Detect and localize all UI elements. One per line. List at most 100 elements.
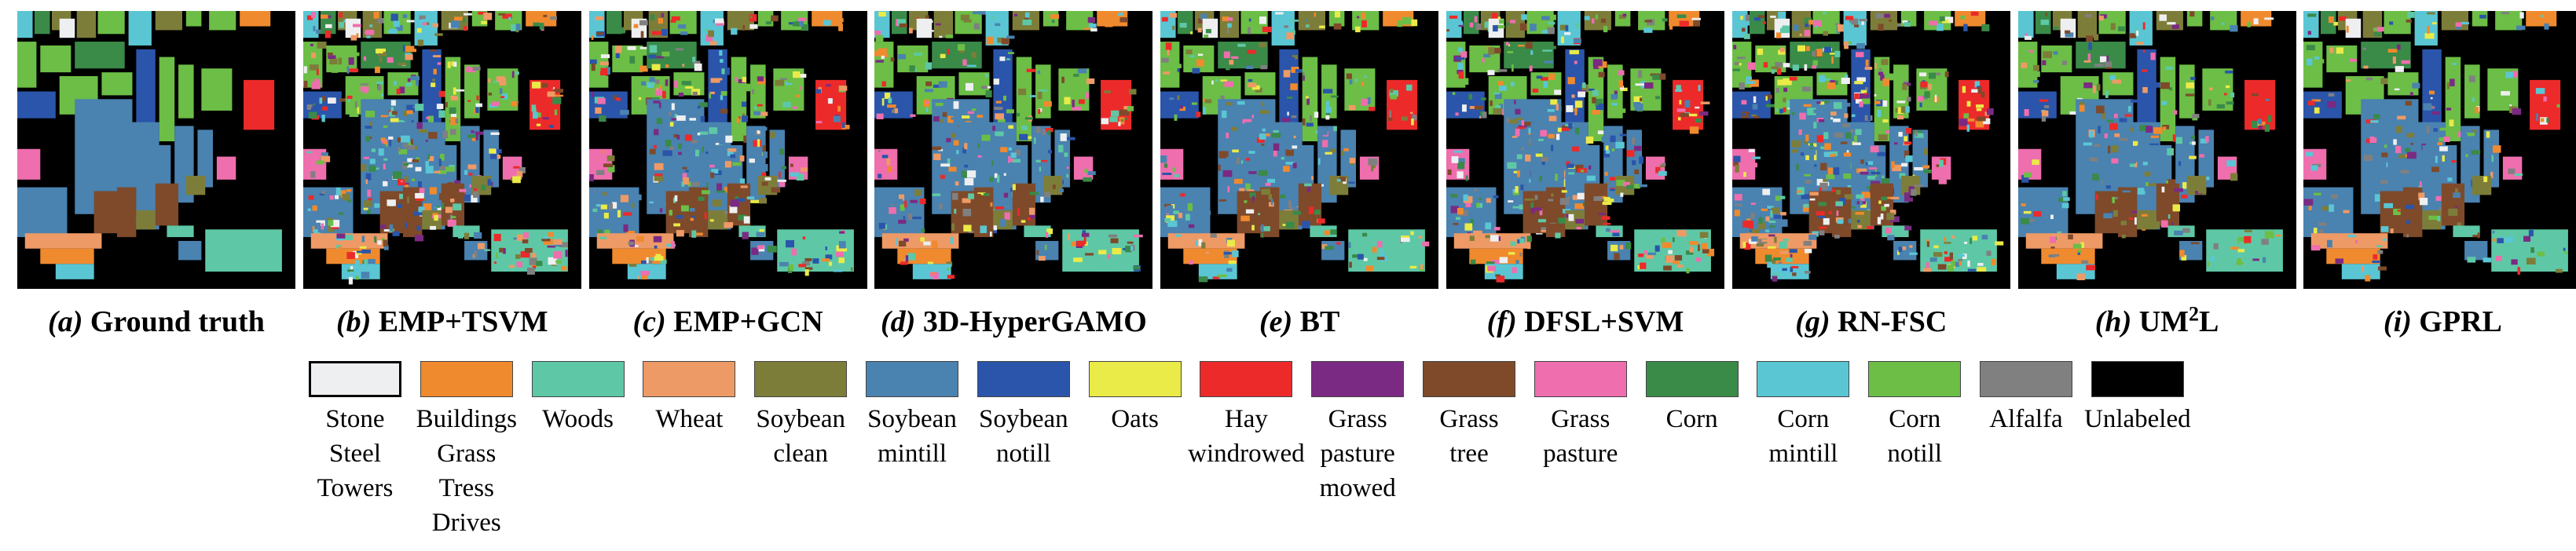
misclassified-pixels bbox=[2188, 155, 2197, 159]
misclassified-pixels bbox=[1457, 47, 1463, 53]
misclassified-pixels bbox=[407, 196, 409, 204]
misclassified-pixels bbox=[651, 64, 661, 71]
misclassified-pixels bbox=[516, 261, 522, 268]
misclassified-pixels bbox=[757, 139, 760, 148]
misclassified-pixels bbox=[828, 261, 832, 266]
misclassified-pixels bbox=[2563, 247, 2566, 251]
misclassified-pixels bbox=[1799, 33, 1802, 36]
misclassified-pixels bbox=[891, 57, 895, 62]
misclassified-pixels bbox=[1632, 160, 1636, 166]
misclassified-pixels bbox=[1450, 76, 1457, 80]
misclassified-pixels bbox=[348, 276, 353, 285]
misclassified-pixels bbox=[1772, 257, 1781, 261]
misclassified-pixels bbox=[1246, 65, 1254, 69]
misclassified-pixels bbox=[387, 57, 394, 63]
legend-swatch bbox=[1423, 361, 1515, 397]
misclassified-pixels bbox=[380, 115, 388, 118]
misclassified-pixels bbox=[1228, 184, 1238, 187]
misclassified-pixels bbox=[640, 31, 643, 38]
misclassified-pixels bbox=[1792, 64, 1799, 71]
misclassified-pixels bbox=[1361, 82, 1365, 87]
misclassified-pixels bbox=[1676, 230, 1687, 237]
misclassified-pixels bbox=[467, 134, 475, 138]
misclassified-pixels bbox=[2145, 182, 2149, 187]
misclassified-pixels bbox=[837, 105, 841, 112]
misclassified-pixels bbox=[985, 74, 989, 78]
misclassified-pixels bbox=[485, 151, 493, 159]
misclassified-pixels bbox=[2244, 230, 2252, 232]
misclassified-pixels bbox=[328, 219, 334, 226]
misclassified-pixels bbox=[656, 56, 664, 59]
misclassified-pixels bbox=[1689, 126, 1699, 134]
misclassified-pixels bbox=[2251, 93, 2259, 97]
misclassified-pixels bbox=[2032, 80, 2039, 83]
misclassified-pixels bbox=[2021, 174, 2029, 183]
misclassified-pixels bbox=[414, 192, 424, 199]
misclassified-pixels bbox=[753, 106, 757, 110]
misclassified-pixels bbox=[415, 79, 419, 86]
misclassified-pixels bbox=[1078, 68, 1087, 74]
misclassified-pixels bbox=[511, 71, 515, 78]
misclassified-pixels bbox=[2230, 173, 2237, 181]
misclassified-pixels bbox=[956, 150, 962, 155]
misclassified-pixels bbox=[368, 122, 372, 128]
misclassified-pixels bbox=[2435, 155, 2439, 163]
misclassified-pixels bbox=[724, 135, 732, 143]
misclassified-pixels bbox=[306, 104, 313, 110]
misclassified-pixels bbox=[1550, 223, 1559, 229]
misclassified-pixels bbox=[1672, 237, 1675, 243]
misclassified-pixels bbox=[1618, 80, 1624, 88]
misclassified-pixels bbox=[1900, 106, 1906, 113]
misclassified-pixels bbox=[2135, 30, 2138, 36]
misclassified-pixels bbox=[1542, 30, 1548, 34]
misclassified-pixels bbox=[1086, 92, 1090, 99]
misclassified-pixels bbox=[1904, 225, 1912, 231]
misclassified-pixels bbox=[909, 65, 916, 72]
legend-label-line: Grass bbox=[1328, 405, 1387, 433]
misclassified-pixels bbox=[981, 134, 991, 141]
misclassified-pixels bbox=[2172, 110, 2177, 115]
misclassified-pixels bbox=[1462, 104, 1467, 112]
misclassified-pixels bbox=[799, 74, 806, 78]
misclassified-pixels bbox=[555, 260, 562, 264]
misclassified-pixels bbox=[2508, 168, 2516, 174]
misclassified-pixels bbox=[1929, 257, 1937, 262]
misclassified-pixels bbox=[2464, 133, 2468, 139]
misclassified-pixels bbox=[1584, 16, 1590, 20]
misclassified-pixels bbox=[1797, 45, 1805, 52]
misclassified-pixels bbox=[794, 20, 804, 27]
misclassified-pixels bbox=[1555, 232, 1561, 239]
misclassified-pixels bbox=[948, 166, 957, 172]
misclassified-pixels bbox=[1643, 82, 1654, 89]
misclassified-pixels bbox=[1223, 252, 1233, 255]
misclassified-pixels bbox=[1569, 140, 1577, 143]
misclassified-pixels bbox=[648, 82, 655, 85]
misclassified-pixels bbox=[1890, 196, 1900, 199]
misclassified-pixels bbox=[2084, 14, 2092, 18]
misclassified-pixels bbox=[1174, 234, 1182, 237]
misclassified-pixels bbox=[432, 213, 438, 216]
misclassified-pixels bbox=[2308, 206, 2313, 210]
misclassified-pixels bbox=[1275, 12, 1284, 15]
region-wheat bbox=[310, 233, 388, 249]
misclassified-pixels bbox=[2544, 23, 2549, 30]
misclassified-pixels bbox=[350, 265, 354, 272]
misclassified-pixels bbox=[1541, 77, 1548, 81]
misclassified-pixels bbox=[327, 97, 336, 104]
legend-swatch bbox=[754, 361, 848, 397]
misclassified-pixels bbox=[513, 166, 520, 169]
region-cnot bbox=[2160, 57, 2175, 142]
misclassified-pixels bbox=[1607, 181, 1609, 186]
map-svg bbox=[874, 11, 1144, 280]
misclassified-pixels bbox=[391, 111, 398, 115]
misclassified-pixels bbox=[354, 100, 357, 108]
misclassified-pixels bbox=[2121, 234, 2126, 239]
misclassified-pixels bbox=[1734, 203, 1742, 206]
misclassified-pixels bbox=[348, 57, 354, 65]
misclassified-pixels bbox=[2541, 118, 2545, 122]
misclassified-pixels bbox=[1574, 100, 1583, 108]
misclassified-pixels bbox=[1473, 230, 1482, 236]
misclassified-pixels bbox=[453, 87, 456, 95]
misclassified-pixels bbox=[1284, 25, 1289, 28]
misclassified-pixels bbox=[1082, 232, 1090, 237]
